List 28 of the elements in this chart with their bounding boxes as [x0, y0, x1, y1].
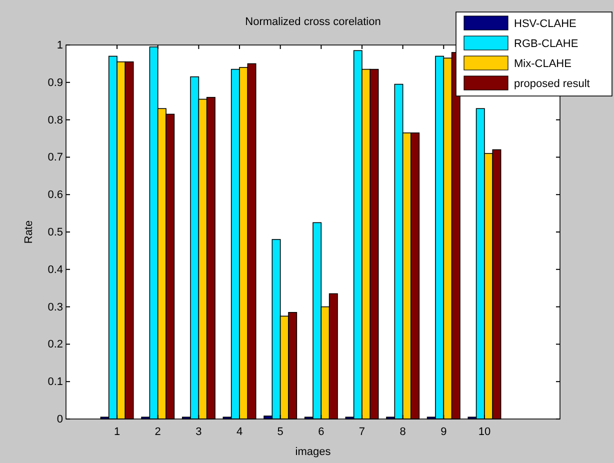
x-tick-label: 1 [114, 426, 120, 438]
y-tick-label: 0.6 [48, 189, 63, 202]
x-tick-label: 6 [318, 426, 324, 438]
y-tick-label: 0.3 [48, 301, 63, 314]
y-tick-label: 0.1 [48, 376, 63, 388]
y-tick-label: 0.8 [48, 114, 63, 126]
y-axis-title: Rate [23, 220, 35, 244]
y-tick-label: 0.2 [48, 338, 63, 351]
x-tick-label: 9 [440, 426, 447, 438]
x-tick-label: 10 [478, 426, 491, 438]
x-tick-label: 7 [358, 426, 366, 438]
legend-label: Mix-CLAHE [514, 58, 572, 70]
y-tick-label: 0.5 [48, 226, 63, 239]
x-tick-label: 2 [154, 426, 161, 438]
y-tick-label: 0.9 [48, 76, 63, 89]
legend-label: RGB-CLAHE [514, 38, 578, 50]
legend-label: proposed result [514, 78, 590, 90]
y-tick-label: 0.4 [48, 264, 63, 276]
x-tick-label: 8 [400, 426, 406, 438]
x-tick-label: 3 [196, 426, 202, 438]
y-tick-label: 0 [56, 414, 63, 426]
x-tick-label: 5 [277, 426, 284, 438]
x-tick-label: 4 [236, 426, 243, 438]
y-tick-label: 1 [56, 40, 63, 52]
y-tick-label: 0.7 [48, 152, 63, 164]
legend-label: HSV-CLAHE [514, 18, 576, 30]
x-axis-title: images [295, 446, 332, 458]
chart-title: Normalized cross corelation [245, 16, 381, 28]
